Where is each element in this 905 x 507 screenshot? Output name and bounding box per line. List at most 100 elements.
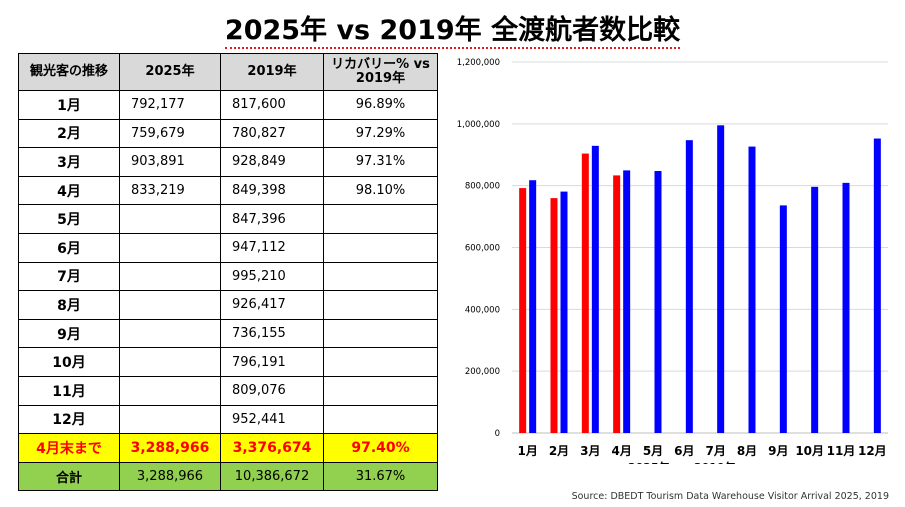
ytd-row: 4月末まで 3,288,966 3,376,674 97.40% bbox=[18, 433, 438, 463]
page-title: 2025年 vs 2019年 全渡航者数比較 bbox=[0, 8, 905, 49]
table-row: 12月 952,441 bbox=[18, 404, 438, 435]
header-cell: 2025年 bbox=[119, 53, 221, 91]
month-cell: 7月 bbox=[18, 261, 120, 292]
value-2025-cell: 903,891 bbox=[119, 147, 221, 177]
recovery-cell bbox=[323, 204, 438, 234]
value-2019-cell: 849,398 bbox=[220, 175, 324, 206]
value-2019-cell: 947,112 bbox=[220, 232, 324, 263]
value-2025-cell bbox=[119, 375, 221, 406]
legend-label: 2025年 bbox=[628, 460, 670, 464]
value-2019-cell: 817,600 bbox=[220, 90, 324, 120]
x-tick-label: 2月 bbox=[549, 444, 569, 458]
bar-2019年-8月 bbox=[748, 146, 756, 433]
table-row: 2月 759,679 780,827 97.29% bbox=[18, 118, 438, 149]
value-2019-cell: 736,155 bbox=[220, 318, 324, 349]
value-2025-cell bbox=[119, 232, 221, 263]
x-tick-label: 10月 bbox=[795, 444, 824, 458]
value-2025-cell bbox=[119, 290, 221, 320]
value-2019-cell: 926,417 bbox=[220, 290, 324, 320]
bar-2019年-7月 bbox=[717, 125, 725, 433]
value-2025-cell: 833,219 bbox=[119, 175, 221, 206]
value-2025-cell bbox=[119, 318, 221, 349]
bar-2019年-11月 bbox=[842, 182, 850, 433]
chart-y-axis: 0 200,000 400,000 600,000 800,000 1,000,000 1,… bbox=[457, 58, 500, 439]
y-tick-label: 600,000 bbox=[465, 244, 500, 254]
bar-2019年-6月 bbox=[685, 140, 693, 433]
month-cell: 1月 bbox=[18, 90, 120, 120]
month-cell: 9月 bbox=[18, 318, 120, 349]
value-2019-cell: 995,210 bbox=[220, 261, 324, 292]
x-tick-label: 7月 bbox=[705, 444, 725, 458]
ytd-row-label: 4月末まで bbox=[18, 433, 120, 463]
bar-2019年-2月 bbox=[560, 191, 568, 433]
recovery-cell bbox=[323, 290, 438, 320]
total-row-recovery: 31.67% bbox=[323, 461, 438, 492]
bar-2025年-3月 bbox=[581, 153, 589, 433]
bar-2025年-2月 bbox=[550, 198, 558, 433]
x-tick-label: 4月 bbox=[611, 444, 631, 458]
month-cell: 11月 bbox=[18, 375, 120, 406]
month-cell: 12月 bbox=[18, 404, 120, 435]
bar-2019年-9月 bbox=[779, 205, 787, 433]
y-tick-label: 1,000,000 bbox=[457, 120, 500, 130]
x-tick-label: 9月 bbox=[768, 444, 788, 458]
ytd-row-recovery: 97.40% bbox=[323, 433, 438, 463]
table-row: 7月 995,210 bbox=[18, 261, 438, 292]
chart-bars bbox=[519, 125, 881, 433]
value-2025-cell bbox=[119, 261, 221, 292]
month-cell: 10月 bbox=[18, 347, 120, 377]
bar-2019年-3月 bbox=[591, 145, 599, 433]
x-tick-label: 5月 bbox=[643, 444, 663, 458]
total-row-2025: 3,288,966 bbox=[119, 461, 221, 492]
table-row: 8月 926,417 bbox=[18, 290, 438, 320]
month-cell: 2月 bbox=[18, 118, 120, 149]
recovery-cell: 96.89% bbox=[323, 90, 438, 120]
value-2019-cell: 796,191 bbox=[220, 347, 324, 377]
recovery-cell: 97.31% bbox=[323, 147, 438, 177]
month-cell: 6月 bbox=[18, 232, 120, 263]
bar-2025年-1月 bbox=[519, 188, 527, 433]
value-2019-cell: 780,827 bbox=[220, 118, 324, 149]
table-row: 4月 833,219 849,398 98.10% bbox=[18, 175, 438, 206]
table-row: 5月 847,396 bbox=[18, 204, 438, 234]
bar-chart: 0 200,000 400,000 600,000 800,000 1,000,000 1,… bbox=[457, 58, 888, 464]
recovery-cell bbox=[323, 375, 438, 406]
total-row-2019: 10,386,672 bbox=[220, 461, 324, 492]
legend-label: 2019年 bbox=[694, 460, 736, 464]
recovery-cell bbox=[323, 318, 438, 349]
x-tick-label: 12月 bbox=[858, 444, 887, 458]
value-2019-cell: 928,849 bbox=[220, 147, 324, 177]
x-tick-label: 8月 bbox=[737, 444, 757, 458]
value-2025-cell bbox=[119, 404, 221, 435]
x-tick-label: 6月 bbox=[674, 444, 694, 458]
recovery-cell bbox=[323, 232, 438, 263]
table-header-row: 観光客の推移 2025年 2019年 リカバリー% vs 2019年 bbox=[18, 53, 438, 91]
value-2019-cell: 809,076 bbox=[220, 375, 324, 406]
recovery-cell: 97.29% bbox=[323, 118, 438, 149]
month-cell: 8月 bbox=[18, 290, 120, 320]
table-row: 10月 796,191 bbox=[18, 347, 438, 377]
table-row: 9月 736,155 bbox=[18, 318, 438, 349]
header-cell: リカバリー% vs 2019年 bbox=[323, 53, 438, 91]
month-cell: 3月 bbox=[18, 147, 120, 177]
recovery-cell bbox=[323, 347, 438, 377]
x-tick-label: 11月 bbox=[827, 444, 856, 458]
y-tick-label: 200,000 bbox=[465, 367, 500, 377]
bar-2019年-12月 bbox=[873, 138, 881, 433]
bar-2019年-5月 bbox=[654, 171, 662, 433]
bar-2019年-10月 bbox=[811, 186, 819, 433]
title-text: 2025年 vs 2019年 全渡航者数比較 bbox=[224, 15, 681, 49]
chart-x-axis: 1月 2月 3月 4月 5月 6月 7月 8月 9月 10月 11月 12月 bbox=[517, 444, 886, 458]
bar-2019年-1月 bbox=[529, 180, 537, 433]
header-cell: 観光客の推移 bbox=[18, 53, 120, 91]
ytd-row-2019: 3,376,674 bbox=[220, 433, 324, 463]
recovery-cell: 98.10% bbox=[323, 175, 438, 206]
table-row: 3月 903,891 928,849 97.31% bbox=[18, 147, 438, 177]
value-2025-cell bbox=[119, 204, 221, 234]
table-row: 1月 792,177 817,600 96.89% bbox=[18, 90, 438, 120]
month-cell: 5月 bbox=[18, 204, 120, 234]
source-note: Source: DBEDT Tourism Data Warehouse Vis… bbox=[571, 491, 889, 502]
y-tick-label: 1,200,000 bbox=[457, 58, 500, 68]
value-2019-cell: 952,441 bbox=[220, 404, 324, 435]
y-tick-label: 400,000 bbox=[465, 305, 500, 315]
